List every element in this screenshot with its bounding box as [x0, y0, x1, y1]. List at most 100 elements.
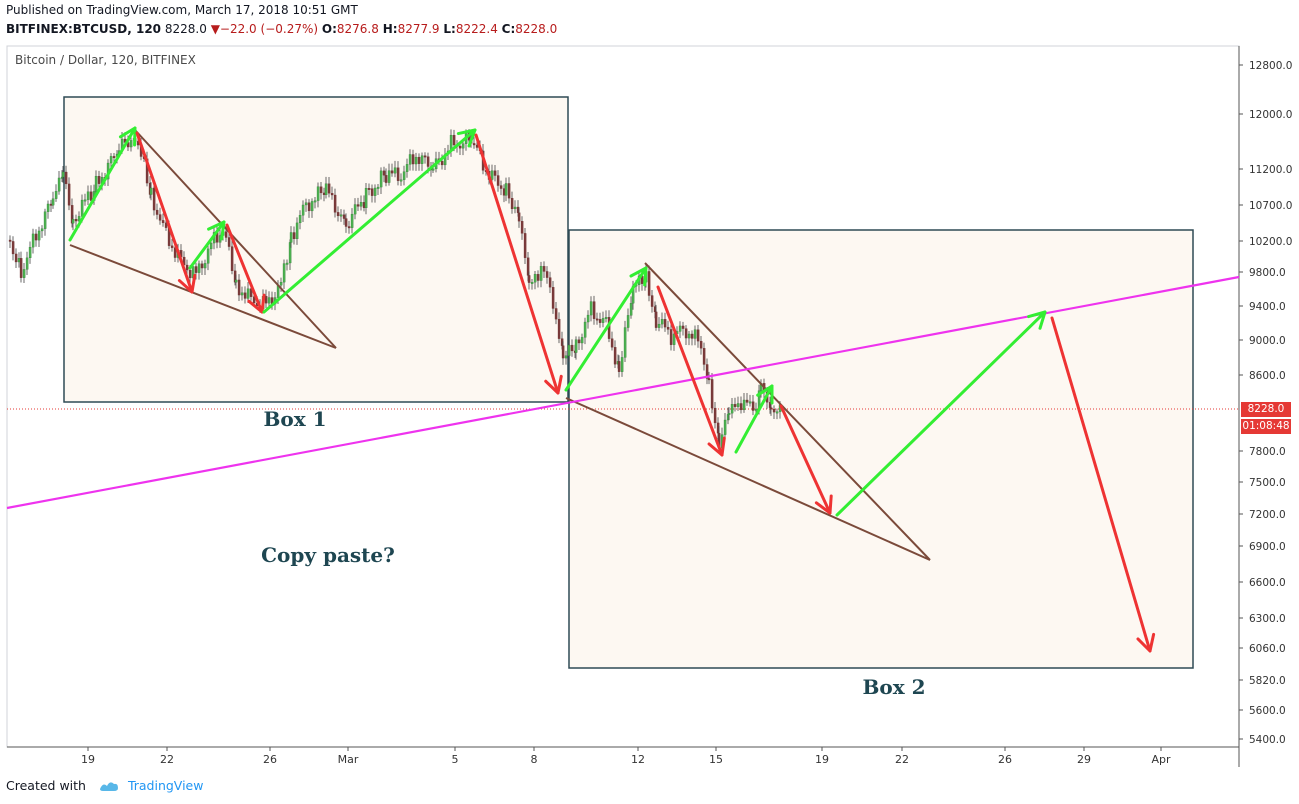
candle-body	[237, 279, 241, 296]
arrow-head	[207, 220, 226, 241]
box2-lower-trendline[interactable]	[565, 397, 931, 561]
countdown-tag: 01:08:48	[1241, 419, 1291, 434]
tradingview-logo-icon[interactable]	[98, 779, 120, 796]
price-axis[interactable]: 12800.0 12000.0 11200.0 10700.0 10200.0 9800.…	[1239, 60, 1292, 746]
candle-body	[289, 232, 293, 243]
candle-body	[539, 266, 543, 281]
candle-body	[194, 266, 198, 273]
high-value: 8277.9	[397, 22, 440, 36]
candle-body	[490, 170, 494, 180]
down-arrow-icon[interactable]	[135, 131, 197, 294]
candle-body	[158, 214, 162, 221]
candle-body	[350, 213, 354, 228]
time-tick-label: 29	[1077, 753, 1091, 766]
candle-body	[209, 242, 213, 250]
time-tick-label: 5	[452, 753, 459, 766]
time-axis[interactable]: 19 22 26 Mar 5 8 12 15 19 22 26 29 Apr	[81, 747, 1171, 766]
candle-body	[660, 319, 664, 325]
up-arrow-icon[interactable]	[188, 220, 226, 270]
candle-body	[339, 214, 343, 217]
candle-body	[356, 204, 360, 207]
down-arrow-icon[interactable]	[779, 404, 833, 515]
box1-upper-trendline[interactable]	[134, 129, 337, 349]
price-tick-label: 5600.0	[1249, 705, 1286, 717]
candle-body	[57, 177, 61, 192]
arrow-shaft	[564, 266, 648, 392]
candle-body	[373, 187, 377, 196]
candle-body	[472, 143, 476, 146]
candle-body	[523, 233, 527, 258]
candle-body	[629, 303, 633, 316]
candle-body	[188, 269, 192, 279]
candle-body	[364, 188, 368, 209]
candle-body	[390, 170, 394, 174]
candle-body	[310, 201, 314, 212]
close-key: C:	[501, 22, 516, 36]
candle-body	[736, 403, 740, 407]
candle-body	[86, 191, 90, 200]
price-tick-label: 10700.0	[1249, 200, 1292, 212]
candle-body	[496, 175, 500, 186]
up-arrow-icon[interactable]	[734, 384, 774, 454]
box1-lower-trendline[interactable]	[69, 244, 337, 349]
arrow-head	[707, 436, 726, 457]
arrow-head	[756, 384, 774, 405]
candle-body	[161, 220, 165, 224]
box2-upper-trendline[interactable]	[644, 262, 931, 561]
candle-body	[353, 204, 357, 215]
candle-body	[83, 199, 87, 202]
close-value: 8228.0	[515, 22, 558, 36]
candle-body	[663, 319, 667, 328]
down-arrow-icon[interactable]	[225, 223, 266, 314]
down-arrow-icon[interactable]	[474, 133, 563, 395]
box1-rectangle[interactable]	[63, 96, 569, 403]
tradingview-brand-link[interactable]: TradingView	[127, 778, 204, 793]
symbol-ohlc-bar: BITFINEX:BTCUSD, 120 8228.0 ▼−22.0 (−0.2…	[6, 22, 557, 36]
candle-body	[51, 198, 55, 206]
candle-body	[342, 214, 346, 219]
candle-body	[598, 319, 602, 323]
candle-body	[527, 275, 531, 283]
box2-label: Box 2	[862, 675, 925, 699]
candle-body	[370, 188, 374, 196]
candle-body	[564, 355, 568, 359]
candle-body	[152, 187, 156, 211]
candle-body	[499, 185, 503, 189]
last-price-label: 8228.0	[164, 22, 207, 36]
down-arrow-icon[interactable]	[656, 285, 726, 457]
up-arrow-icon[interactable]	[68, 126, 137, 242]
last-price-tag: 8228.0	[1241, 402, 1291, 417]
arrow-head	[247, 293, 266, 314]
candle-body	[517, 212, 521, 222]
candle-body	[650, 295, 654, 307]
candle-body	[620, 357, 624, 372]
arrow-shaft	[262, 128, 477, 314]
price-tick-label: 9400.0	[1249, 301, 1286, 313]
candle-body	[11, 241, 15, 255]
candle-body	[34, 233, 38, 241]
candle-body	[705, 364, 709, 379]
candle-body	[626, 315, 630, 328]
up-arrow-icon[interactable]	[262, 128, 477, 314]
candle-body	[733, 404, 737, 407]
candle-body	[533, 274, 537, 283]
candle-body	[149, 187, 153, 195]
candle-body	[71, 219, 75, 224]
candle-body	[80, 199, 84, 217]
down-arrow-icon[interactable]	[1050, 316, 1156, 653]
arrow-head	[177, 273, 197, 294]
candle-body	[440, 160, 444, 166]
candle-body	[112, 156, 116, 159]
candle-body	[170, 245, 174, 248]
up-arrow-icon[interactable]	[835, 310, 1047, 517]
candle-body	[304, 202, 308, 206]
candle-body	[730, 404, 734, 414]
arrow-shaft	[835, 310, 1047, 517]
arrow-shaft	[656, 285, 724, 457]
copy-paste-label: Copy paste?	[261, 543, 395, 567]
candle-body	[548, 277, 552, 288]
up-arrow-icon[interactable]	[564, 266, 648, 392]
arrow-shaft	[779, 404, 832, 515]
candle-body	[551, 287, 555, 309]
